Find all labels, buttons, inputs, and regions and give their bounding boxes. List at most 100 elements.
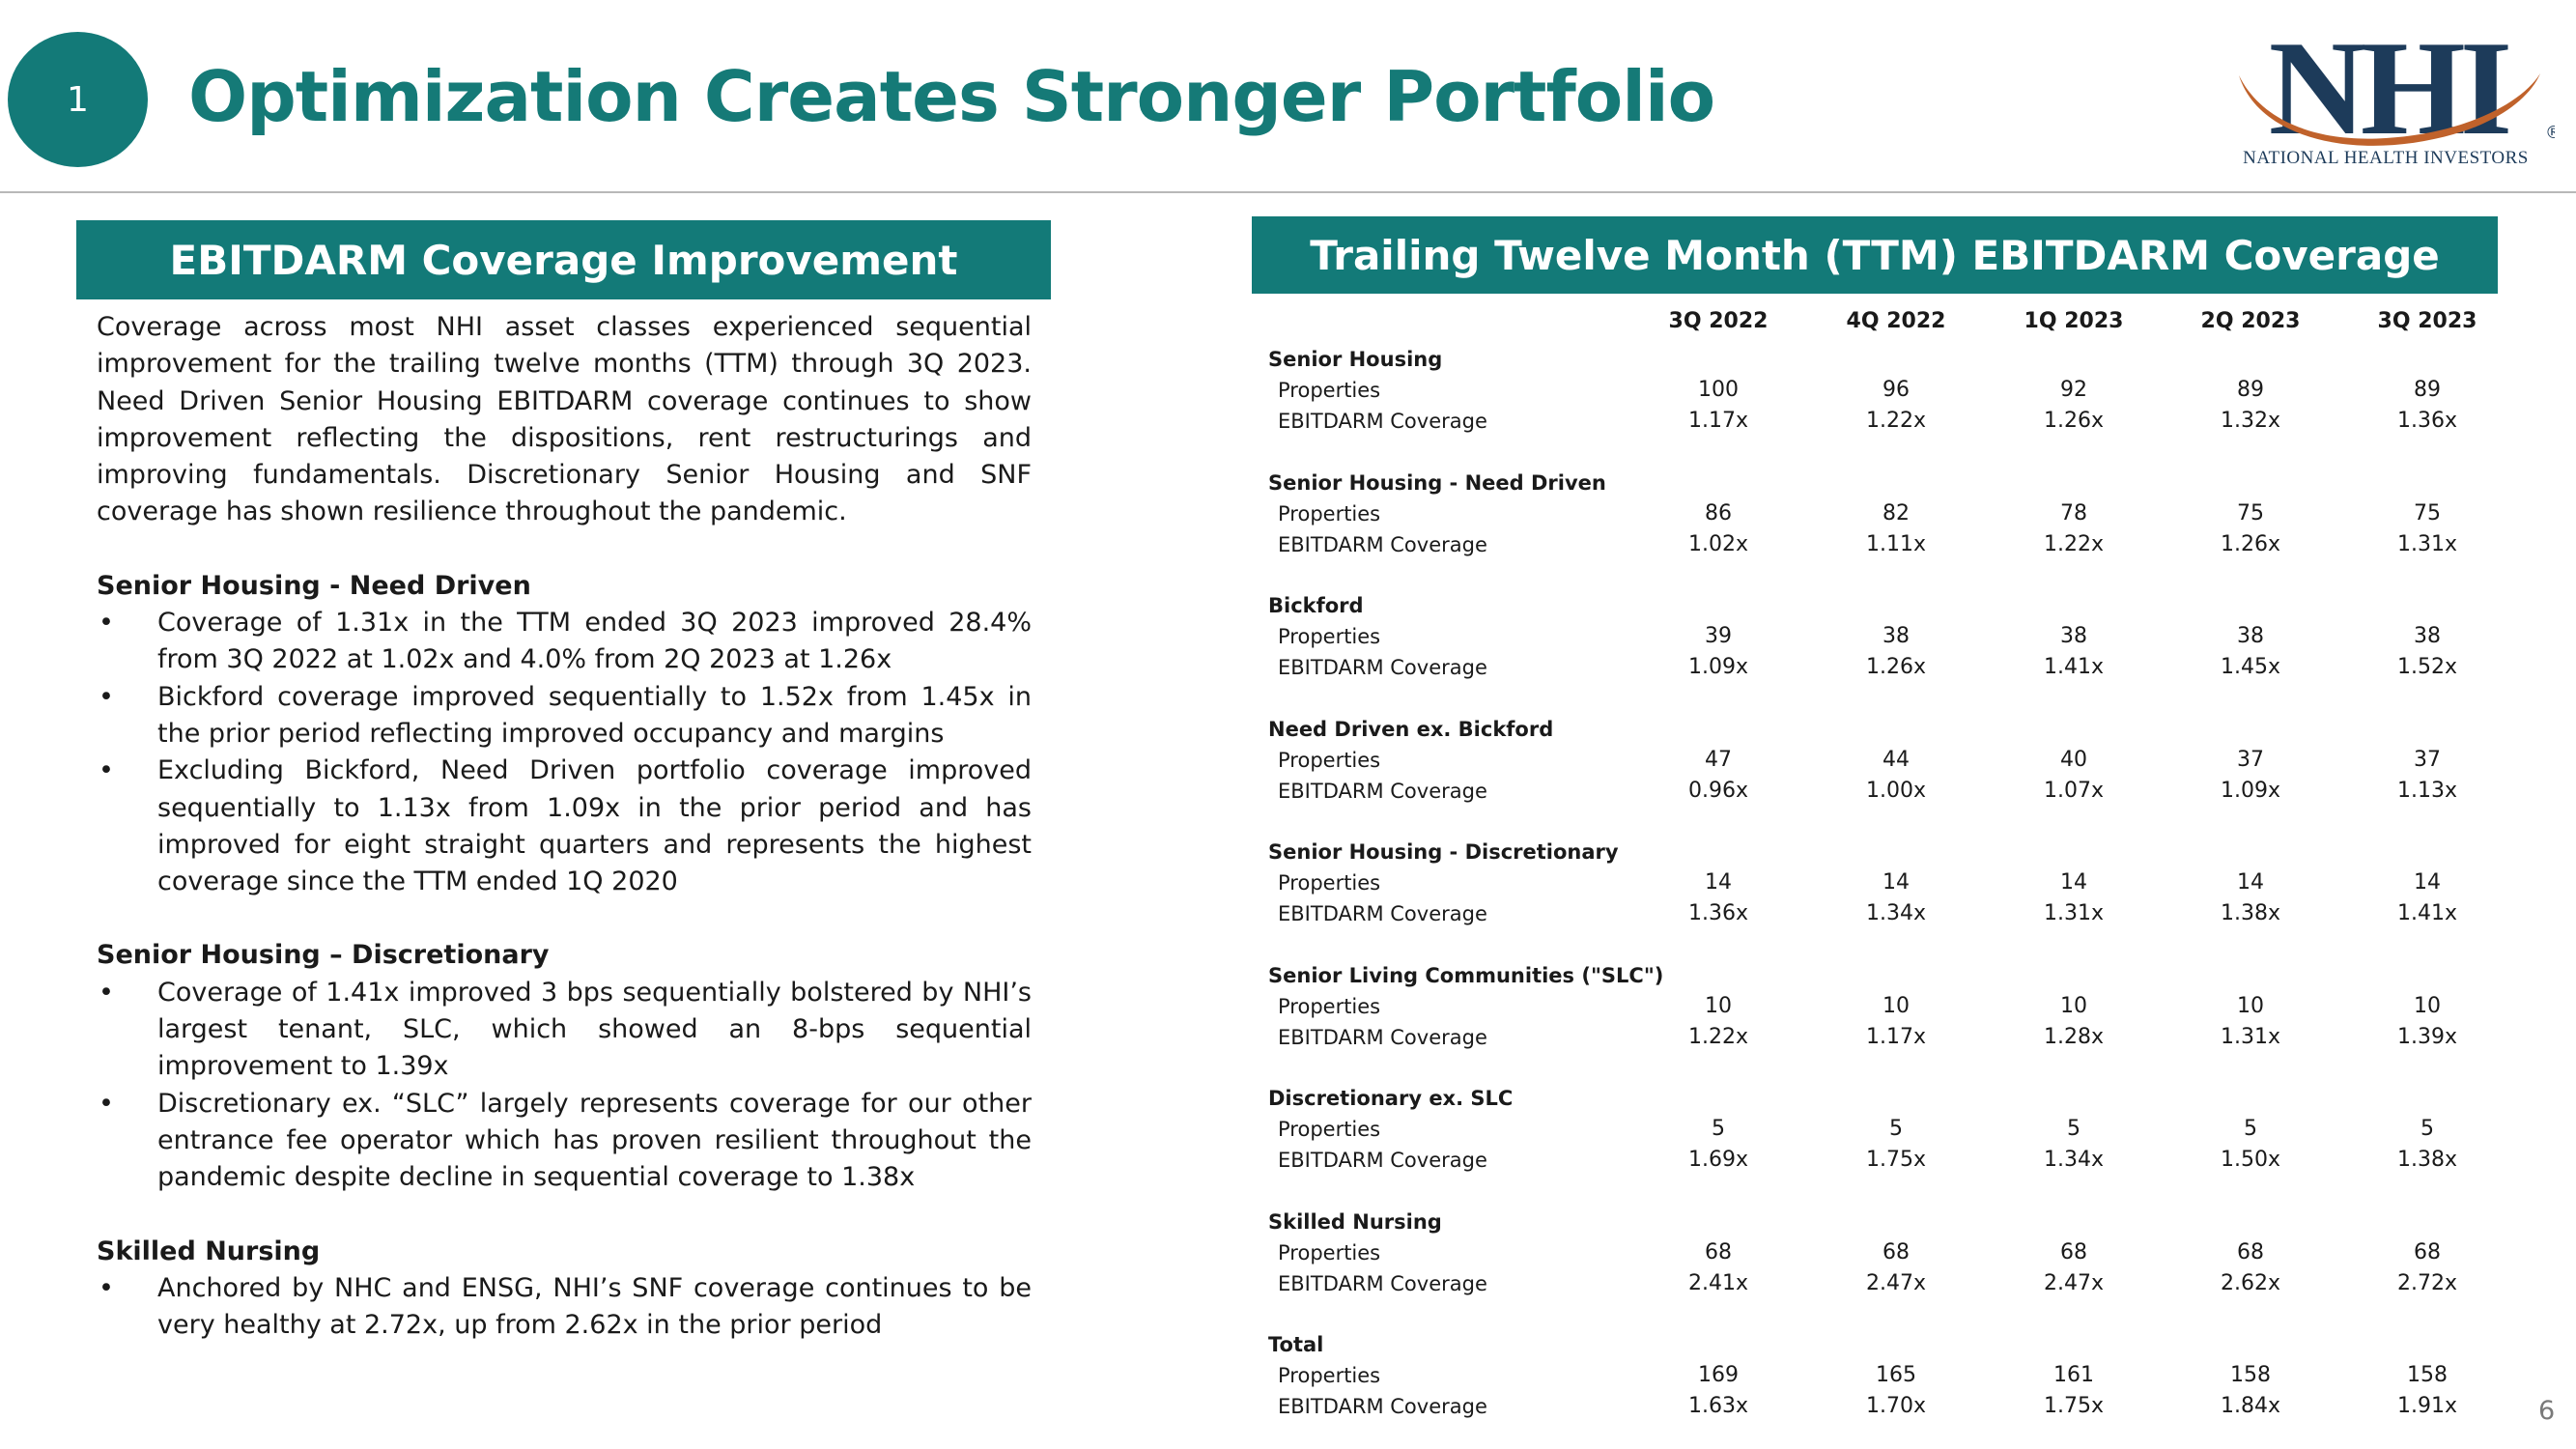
- intro-paragraph: Coverage across most NHI asset classes e…: [97, 312, 1032, 527]
- coverage-cell: 1.36x: [1687, 901, 1748, 925]
- properties-cell: 38: [2414, 624, 2441, 648]
- subhead-skilled-nursing: Skilled Nursing: [97, 1236, 321, 1266]
- coverage-cell: 1.13x: [2396, 778, 2457, 803]
- properties-cell: 68: [2414, 1239, 2441, 1264]
- group-title-row: Discretionary ex. SLC: [1252, 1083, 2498, 1114]
- properties-cell: 86: [1705, 500, 1732, 526]
- properties-cell: 14: [1882, 870, 1910, 895]
- properties-cell: 158: [2407, 1363, 2448, 1387]
- properties-cell: 38: [2237, 624, 2264, 648]
- table-row: Properties 47 44 40 37 37: [1252, 745, 2498, 776]
- properties-cell: 14: [2060, 870, 2087, 895]
- row-label: EBITDARM Coverage: [1278, 1395, 1487, 1418]
- coverage-cell: 1.02x: [1687, 531, 1748, 556]
- coverage-cell: 1.00x: [1865, 778, 1926, 803]
- properties-cell: 37: [2414, 747, 2441, 772]
- properties-cell: 10: [2237, 993, 2264, 1018]
- table-row: Properties 86 82 78 75 75: [1252, 498, 2498, 529]
- group-title-row: Total: [1252, 1329, 2498, 1360]
- coverage-cell: 1.70x: [1865, 1394, 1926, 1418]
- coverage-cell: 1.17x: [1865, 1024, 1926, 1049]
- table-body: Senior Housing Properties 100 96 92 89 89 EBITD…: [1252, 344, 2498, 1449]
- table-group: Skilled Nursing Properties 68 68 68 68 68 EBITD…: [1252, 1207, 2498, 1330]
- coverage-cell: 1.34x: [1865, 901, 1926, 925]
- properties-cell: 5: [2244, 1117, 2257, 1141]
- coverage-cell: 1.26x: [1865, 655, 1926, 679]
- properties-cell: 38: [1882, 624, 1910, 648]
- table-row: EBITDARM Coverage 1.36x 1.34x 1.31x 1.38x 1.4…: [1252, 898, 2498, 929]
- table-row: Properties 39 38 38 38 38: [1252, 621, 2498, 652]
- logo-registered-mark: ®: [2545, 123, 2555, 143]
- coverage-cell: 1.91x: [2396, 1394, 2457, 1418]
- properties-cell: 75: [2237, 500, 2264, 526]
- coverage-cell: 2.47x: [2043, 1270, 2104, 1295]
- row-label: Properties: [1278, 379, 1381, 402]
- table-row: Properties 14 14 14 14 14: [1252, 867, 2498, 898]
- properties-cell: 78: [2060, 500, 2087, 526]
- row-label: EBITDARM Coverage: [1278, 1025, 1487, 1049]
- column-header: 3Q 2023: [2377, 309, 2477, 333]
- properties-cell: 68: [2237, 1239, 2264, 1264]
- properties-cell: 89: [2414, 378, 2441, 402]
- properties-cell: 68: [2060, 1239, 2087, 1264]
- row-label: EBITDARM Coverage: [1278, 1271, 1487, 1295]
- table-group: Need Driven ex. Bickford Properties 47 44 40…: [1252, 714, 2498, 838]
- coverage-cell: 1.41x: [2396, 901, 2457, 925]
- coverage-cell: 1.38x: [2220, 901, 2280, 925]
- coverage-cell: 1.84x: [2220, 1394, 2280, 1418]
- table-row: EBITDARM Coverage 1.63x 1.70x 1.75x 1.84x 1.9…: [1252, 1391, 2498, 1422]
- left-section-header: EBITDARM Coverage Improvement: [76, 220, 1051, 299]
- group-label: Total: [1268, 1333, 1324, 1356]
- properties-cell: 100: [1698, 378, 1739, 402]
- table-header-row: 3Q 2022 4Q 2022 1Q 2023 2Q 2023 3Q 2023: [1252, 305, 2498, 344]
- coverage-cell: 1.31x: [2396, 531, 2457, 556]
- table-row: Properties 68 68 68 68 68: [1252, 1237, 2498, 1268]
- need-driven-bullets: Coverage of 1.31x in the TTM ended 3Q 20…: [97, 605, 1032, 900]
- page-number: 6: [2538, 1396, 2556, 1426]
- coverage-cell: 1.34x: [2043, 1148, 2104, 1172]
- coverage-cell: 1.09x: [2220, 778, 2280, 803]
- logo-tagline: NATIONAL HEALTH INVESTORS: [2243, 148, 2529, 168]
- properties-cell: 44: [1882, 747, 1910, 772]
- table-group: Senior Housing Properties 100 96 92 89 89 EBITD…: [1252, 344, 2498, 468]
- coverage-cell: 1.17x: [1687, 409, 1748, 433]
- row-label: Properties: [1278, 748, 1381, 772]
- coverage-commentary: Coverage across most NHI asset classes e…: [97, 309, 1032, 1344]
- section-number-badge: 1: [8, 32, 148, 167]
- coverage-cell: 1.38x: [2396, 1148, 2457, 1172]
- column-header: 4Q 2022: [1846, 309, 1946, 333]
- coverage-cell: 1.22x: [1865, 409, 1926, 433]
- properties-cell: 10: [2060, 993, 2087, 1018]
- logo-swoosh: [2239, 73, 2540, 146]
- coverage-cell: 1.31x: [2043, 901, 2104, 925]
- table-row: Properties 100 96 92 89 89: [1252, 375, 2498, 406]
- row-label: EBITDARM Coverage: [1278, 1149, 1487, 1172]
- table-group: Senior Housing - Need Driven Properties 86…: [1252, 468, 2498, 591]
- coverage-cell: 2.41x: [1687, 1270, 1748, 1295]
- table-row: EBITDARM Coverage 1.09x 1.26x 1.41x 1.45x 1.5…: [1252, 652, 2498, 683]
- ttm-coverage-table: 3Q 2022 4Q 2022 1Q 2023 2Q 2023 3Q 2023 …: [1252, 305, 2498, 1449]
- table-row: EBITDARM Coverage 1.22x 1.17x 1.28x 1.31x 1.3…: [1252, 1022, 2498, 1053]
- coverage-cell: 1.11x: [1865, 531, 1926, 556]
- properties-cell: 37: [2237, 747, 2264, 772]
- skilled-nursing-bullets: Anchored by NHC and ENSG, NHI’s SNF cove…: [97, 1270, 1032, 1345]
- properties-cell: 5: [1712, 1117, 1725, 1141]
- properties-cell: 14: [2237, 870, 2264, 895]
- subhead-discretionary: Senior Housing – Discretionary: [97, 940, 550, 971]
- group-title-row: Need Driven ex. Bickford: [1252, 714, 2498, 745]
- group-label: Senior Living Communities ("SLC"): [1268, 963, 1664, 987]
- section-number: 1: [67, 79, 89, 120]
- bullet-item: Coverage of 1.41x improved 3 bps sequent…: [97, 975, 1032, 1086]
- group-label: Senior Housing: [1268, 348, 1443, 371]
- properties-cell: 161: [2053, 1363, 2094, 1387]
- table-row: EBITDARM Coverage 2.41x 2.47x 2.47x 2.62x 2.7…: [1252, 1268, 2498, 1299]
- group-label: Discretionary ex. SLC: [1268, 1087, 1514, 1110]
- bullet-item: Coverage of 1.31x in the TTM ended 3Q 20…: [97, 605, 1032, 679]
- row-label: EBITDARM Coverage: [1278, 902, 1487, 925]
- bullet-item: Bickford coverage improved sequentially …: [97, 679, 1032, 753]
- table-row: Properties 5 5 5 5 5: [1252, 1114, 2498, 1145]
- coverage-cell: 1.75x: [2043, 1394, 2104, 1418]
- properties-cell: 158: [2230, 1363, 2271, 1387]
- bullet-item: Discretionary ex. “SLC” largely represen…: [97, 1086, 1032, 1197]
- table-group: Total Properties 169 165 161 158 158 EBITDARM C…: [1252, 1329, 2498, 1449]
